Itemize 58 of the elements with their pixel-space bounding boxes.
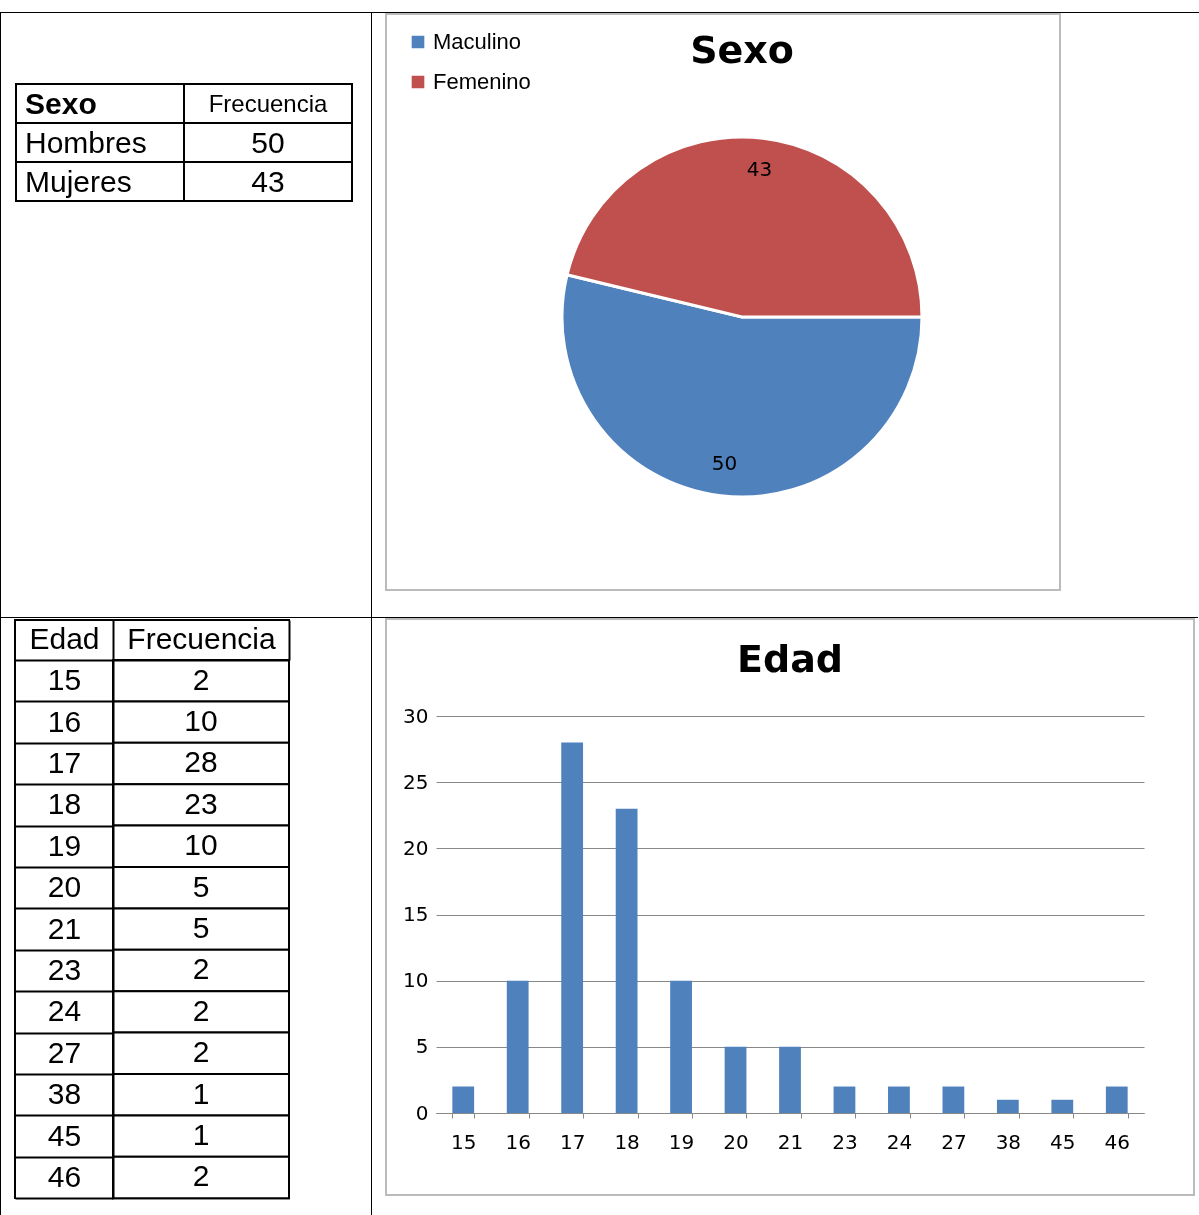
legend-label: Maculino — [433, 29, 522, 54]
data-label: 2 — [192, 662, 210, 696]
x-tick-label: 46 — [1104, 1129, 1130, 1154]
y-tick-label: 46 — [47, 1159, 82, 1193]
y-tick-label: 23 — [47, 952, 82, 986]
y-tick-label: 20 — [47, 870, 82, 904]
y-tick-label: 20 — [403, 835, 429, 860]
data-label: 28 — [184, 745, 218, 779]
y-tick-label: 10 — [403, 968, 429, 993]
text: Mujeres — [16, 162, 184, 201]
y-tick-label: 18 — [47, 787, 82, 821]
y-tick-label: 16 — [47, 704, 82, 738]
data-label: 10 — [184, 828, 218, 862]
chart-title: Edad — [736, 637, 844, 681]
data-label: 1 — [192, 1118, 210, 1152]
data-label: 2 — [192, 952, 210, 986]
data-label: 2 — [192, 993, 210, 1027]
text: Hombres — [16, 123, 184, 162]
data-label: 43 — [746, 157, 773, 182]
data-label: 5 — [192, 869, 210, 903]
x-tick-label: 20 — [723, 1129, 749, 1154]
y-tick-label: 30 — [403, 703, 429, 728]
text: 50 — [184, 123, 352, 162]
x-tick-label: 15 — [451, 1129, 477, 1154]
x-tick-label: 38 — [995, 1129, 1022, 1154]
y-tick-label: 0 — [415, 1100, 429, 1125]
data-label: 23 — [184, 786, 218, 820]
data-label: 10 — [184, 704, 218, 738]
y-tick-label: 15 — [47, 663, 82, 697]
chart-title: Sexo — [690, 28, 794, 72]
data-label: 2 — [192, 1159, 210, 1193]
data-label: 1 — [192, 1076, 210, 1110]
x-tick-label: 19 — [668, 1129, 695, 1154]
data-label: 50 — [711, 450, 738, 475]
x-tick-label: 24 — [886, 1129, 913, 1154]
x-tick-label: 18 — [614, 1129, 640, 1154]
x-tick-label: 27 — [941, 1129, 967, 1154]
data-label: 5 — [192, 911, 210, 945]
x-tick-label: 17 — [559, 1129, 586, 1154]
y-tick-label: 38 — [47, 1077, 82, 1111]
y-tick-label: 17 — [47, 746, 82, 779]
y-tick-label: 5 — [415, 1034, 429, 1059]
y-tick-label: 21 — [47, 911, 82, 945]
x-tick-label: 21 — [777, 1129, 804, 1154]
text: 43 — [184, 162, 352, 201]
x-tick-label: 45 — [1050, 1129, 1076, 1154]
x-tick-label: 16 — [505, 1129, 531, 1154]
text: Frecuencia — [184, 84, 352, 123]
y-tick-label: 19 — [47, 828, 82, 862]
y-tick-label: 24 — [47, 994, 82, 1028]
y-tick-label: 27 — [47, 1035, 82, 1069]
y-tick-label: 15 — [403, 902, 429, 926]
legend-label: Femenino — [433, 69, 531, 94]
data-label: 2 — [192, 1035, 210, 1069]
y-axis-title: Edad — [29, 622, 100, 656]
text: Sexo — [16, 84, 184, 123]
x-tick-label: 23 — [832, 1129, 858, 1154]
y-tick-label: 25 — [403, 769, 429, 794]
